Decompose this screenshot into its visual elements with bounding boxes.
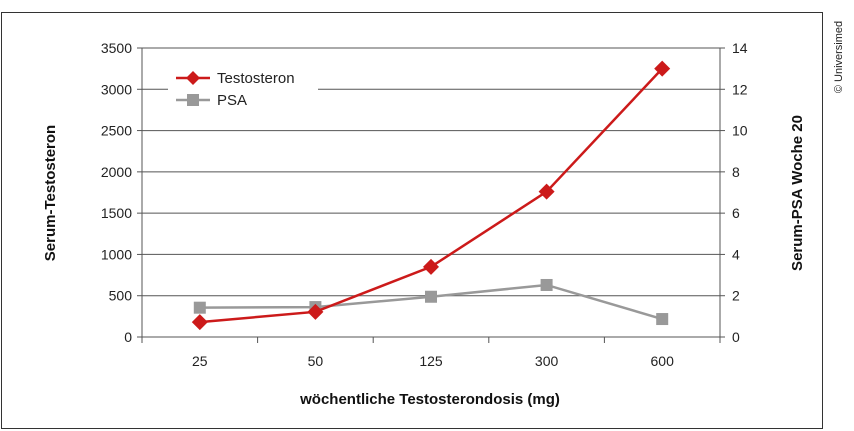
legend: Testosteron PSA: [168, 62, 318, 116]
legend-marker-psa: [187, 94, 199, 106]
data-point-psa: [656, 313, 669, 326]
legend-label-psa: PSA: [217, 92, 247, 109]
y2-tick-label: 6: [732, 205, 740, 221]
y2-tick-label: 0: [732, 329, 740, 345]
y-tick-label: 2500: [101, 123, 132, 139]
y-tick-label: 2000: [101, 164, 132, 180]
x-axis-ticks: 25 50 125 300 600: [141, 337, 721, 369]
series-layer: [191, 60, 671, 331]
data-point-testosteron: [423, 258, 439, 275]
y-tick-label: 1500: [101, 205, 132, 221]
data-point-testosteron: [307, 303, 324, 320]
right-axis-ticks: 0 2 4 6 8 10 12 14: [720, 40, 748, 345]
y2-tick-label: 8: [732, 164, 740, 180]
x-tick-label: 600: [651, 353, 675, 369]
y2-tick-label: 2: [732, 288, 740, 304]
chart-frame: [1, 12, 823, 429]
x-axis-title: wöchentliche Testosterondosis (mg): [299, 391, 560, 408]
y-tick-label: 1000: [101, 246, 132, 262]
y2-tick-label: 4: [732, 246, 740, 262]
y2-tick-label: 14: [732, 40, 748, 56]
y2-tick-label: 10: [732, 123, 748, 139]
gridlines: [142, 47, 720, 297]
data-point-testosteron: [538, 183, 555, 200]
axes: [141, 48, 721, 338]
y-tick-label: 0: [124, 329, 132, 345]
y2-axis-title: Serum-PSA Woche 20: [789, 115, 806, 271]
data-point-psa: [540, 278, 553, 291]
data-point-testosteron: [191, 314, 208, 331]
legend-marker-testosteron: [186, 71, 200, 85]
data-point-testosteron: [654, 60, 671, 77]
left-axis-ticks: 0 500 1000 1500 2000 2500 3000 3500: [101, 40, 142, 345]
x-tick-label: 25: [192, 353, 208, 369]
x-tick-label: 300: [535, 353, 559, 369]
credit-text: © Universimed: [833, 21, 845, 93]
x-tick-label: 50: [308, 353, 324, 369]
x-tick-label: 125: [419, 353, 443, 369]
y-tick-label: 500: [109, 288, 133, 304]
y-tick-label: 3500: [101, 40, 132, 56]
legend-label-testosteron: Testosteron: [217, 70, 295, 87]
y2-tick-label: 12: [732, 81, 748, 97]
y-tick-label: 3000: [101, 81, 132, 97]
data-point-psa: [425, 290, 437, 303]
data-point-psa: [193, 301, 206, 314]
y-axis-title: Serum-Testosteron: [42, 125, 59, 261]
